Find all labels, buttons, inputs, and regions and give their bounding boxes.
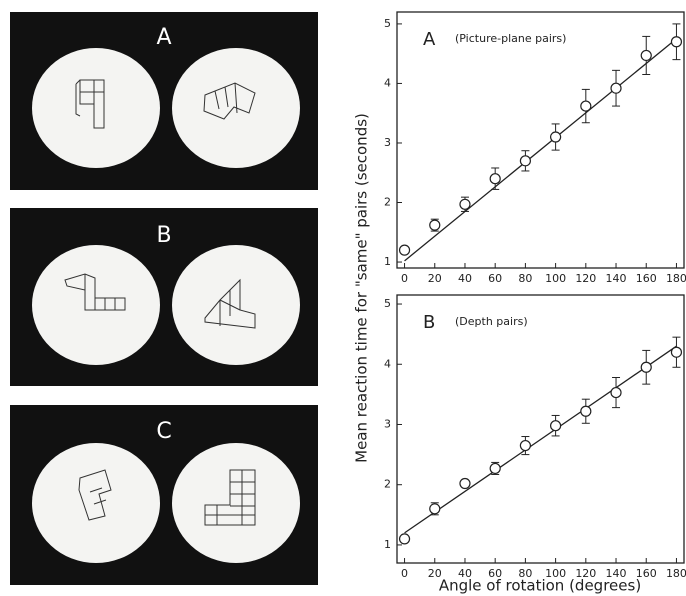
data-point [398,533,411,545]
data-point [429,219,441,231]
panel-label: B [423,312,435,333]
data-point [489,173,501,185]
x-tick-label: 80 [518,567,532,580]
data-point [459,198,471,210]
y-tick-label: 5 [384,17,391,30]
x-tick-label: 20 [428,567,442,580]
data-point [519,155,531,167]
x-tick-label: 40 [458,567,472,580]
fit-line [404,38,677,262]
data-point [519,439,531,452]
data-point [610,386,622,399]
stimulus-panels: A B C [10,12,318,585]
chart-title: (Picture-plane pairs) [455,32,566,45]
x-tick-label: 180 [666,567,686,580]
stimulus-circle [32,48,160,168]
fit-line [404,345,677,534]
x-tick-label: 180 [666,272,686,285]
x-tick-label: 120 [575,567,596,580]
y-axis-label: Mean reaction time for "same" pairs (sec… [353,113,371,463]
x-tick-label: 160 [636,272,657,285]
data-point [429,503,441,515]
data-point [550,131,562,143]
x-tick-label: 140 [606,567,627,580]
x-tick-label: 160 [636,567,657,580]
y-tick-label: 3 [384,136,391,149]
data-point [640,49,652,62]
data-point [580,100,592,112]
stimulus-circle [32,245,160,365]
x-tick-label: 40 [458,272,472,285]
panel-label: C [156,419,171,444]
data-point [550,420,562,432]
x-tick-label: 20 [428,272,442,285]
cube-figure [64,79,256,526]
panel-label: B [156,223,171,248]
x-axis-label: Angle of rotation (degrees) [439,577,641,595]
panel-label: A [156,25,171,50]
stimulus-circle [172,443,300,563]
y-tick-label: 2 [384,478,391,491]
x-tick-label: 0 [401,272,408,285]
y-tick-label: 1 [384,538,391,551]
data-point [670,36,683,48]
plot-frame [396,294,685,564]
x-tick-label: 100 [545,272,566,285]
data-point [610,82,622,94]
y-tick-label: 4 [384,76,391,89]
y-tick-label: 5 [384,297,391,310]
data-point [580,405,592,417]
data-point [489,462,501,475]
y-tick-label: 2 [384,196,391,209]
x-tick-label: 140 [606,272,627,285]
x-tick-label: 100 [545,567,566,580]
x-tick-label: 0 [401,567,408,580]
data-point [398,244,411,256]
panel-label: A [423,29,436,50]
x-tick-label: 80 [518,272,532,285]
chart-title: (Depth pairs) [455,315,528,328]
y-tick-label: 4 [384,357,391,370]
y-tick-label: 1 [384,255,391,268]
data-point [640,361,652,373]
x-tick-label: 120 [575,272,596,285]
y-tick-label: 3 [384,417,391,430]
x-tick-label: 60 [488,567,502,580]
stimulus-circle [172,245,300,365]
data-point [670,346,683,358]
data-point [459,477,471,490]
x-tick-label: 60 [488,272,502,285]
plot-frame [396,11,685,269]
